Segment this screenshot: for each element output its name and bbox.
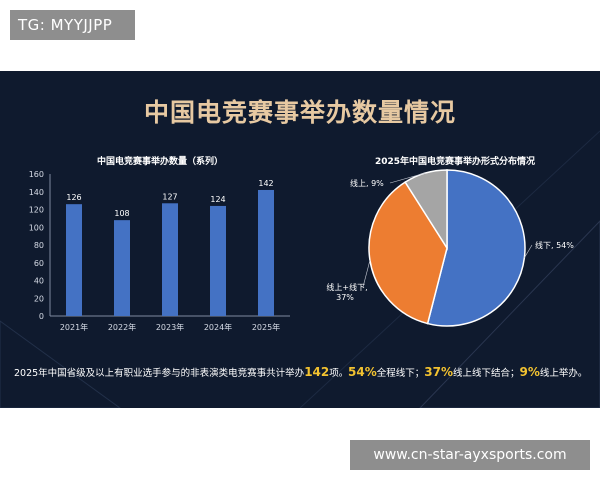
pie-leader-line bbox=[524, 244, 533, 258]
bar-data-label: 142 bbox=[258, 179, 273, 188]
bar-y-tick-label: 140 bbox=[29, 188, 44, 197]
bar-x-tick-label: 2025年 bbox=[252, 322, 280, 332]
pie-slice-label: 线上, 9% bbox=[350, 178, 384, 188]
summary-online-text: 线上举办。 bbox=[539, 368, 588, 379]
bar-x-tick-label: 2022年 bbox=[108, 322, 136, 332]
bar-y-tick-label: 20 bbox=[34, 294, 44, 303]
summary-offline-text: 全程线下； bbox=[376, 368, 425, 379]
bar bbox=[162, 203, 178, 316]
pie-chart: 线下, 54% 线上+线下, 37% 线上, 9% bbox=[326, 169, 574, 327]
summary-left-text: 2025年中国省级及以上有职业选手参与的非表演类电竞赛事共计举办 bbox=[14, 368, 305, 379]
bar-x-tick-label: 2023年 bbox=[156, 322, 184, 332]
infographic-panel: 中国电竞赛事举办数量情况 中国电竞赛事举办数量（系列） 2025年中国电竞赛事举… bbox=[0, 71, 600, 408]
summary-offline-percent: 54% bbox=[348, 365, 377, 379]
bar-y-tick-label: 120 bbox=[29, 206, 44, 215]
summary-right: 54%全程线下；37%线上线下结合；9%线上举办。 bbox=[348, 365, 587, 379]
bar bbox=[114, 220, 130, 316]
pie-leader-line bbox=[389, 172, 426, 184]
pie-leader-line bbox=[362, 260, 371, 288]
summary-left-number: 142 bbox=[304, 365, 330, 379]
bar-y-tick-label: 100 bbox=[29, 223, 44, 232]
bar-data-label: 124 bbox=[210, 195, 225, 204]
summary-hybrid-text: 线上线下结合； bbox=[452, 368, 520, 379]
pie-slice bbox=[404, 169, 448, 251]
pie-chart-title: 2025年中国电竞赛事举办形式分布情况 bbox=[374, 157, 536, 167]
bar-y-tick-label: 160 bbox=[29, 170, 44, 179]
bar-chart: 0 20 40 60 80 100 120 140 160 126 2021年 108 2022年 127… bbox=[29, 170, 290, 332]
page-title: 中国电竞赛事举办数量情况 bbox=[143, 98, 456, 127]
bar-y-tick-label: 80 bbox=[34, 241, 44, 250]
bar bbox=[258, 189, 274, 316]
bar-chart-title: 中国电竞赛事举办数量（系列） bbox=[96, 157, 223, 167]
bar-y-tick-label: 40 bbox=[34, 277, 44, 286]
bar-data-label: 126 bbox=[66, 193, 81, 202]
summary-online-percent: 9% bbox=[519, 365, 540, 379]
pie-slice-label: 线下, 54% bbox=[535, 240, 574, 250]
bar-data-label: 108 bbox=[114, 209, 129, 218]
summary-left: 2025年中国省级及以上有职业选手参与的非表演类电竞赛事共计举办142项。 bbox=[14, 365, 348, 379]
bar-x-tick-label: 2021年 bbox=[60, 322, 88, 332]
pie-slice-label: 线上+线下, 37% bbox=[326, 282, 367, 302]
bar-x-tick-label: 2024年 bbox=[204, 322, 232, 332]
bar-y-tick-label: 0 bbox=[39, 312, 44, 321]
bar bbox=[210, 205, 226, 316]
bar-data-label: 127 bbox=[162, 192, 177, 201]
watermark-top: TG: MYYJJPP bbox=[10, 10, 135, 40]
bar-y-tick-label: 60 bbox=[34, 259, 44, 268]
summary-left-suffix: 项。 bbox=[329, 368, 349, 379]
summary-hybrid-percent: 37% bbox=[424, 365, 453, 379]
watermark-bottom: www.cn-star-ayxsports.com bbox=[350, 440, 590, 470]
bar bbox=[66, 204, 82, 316]
